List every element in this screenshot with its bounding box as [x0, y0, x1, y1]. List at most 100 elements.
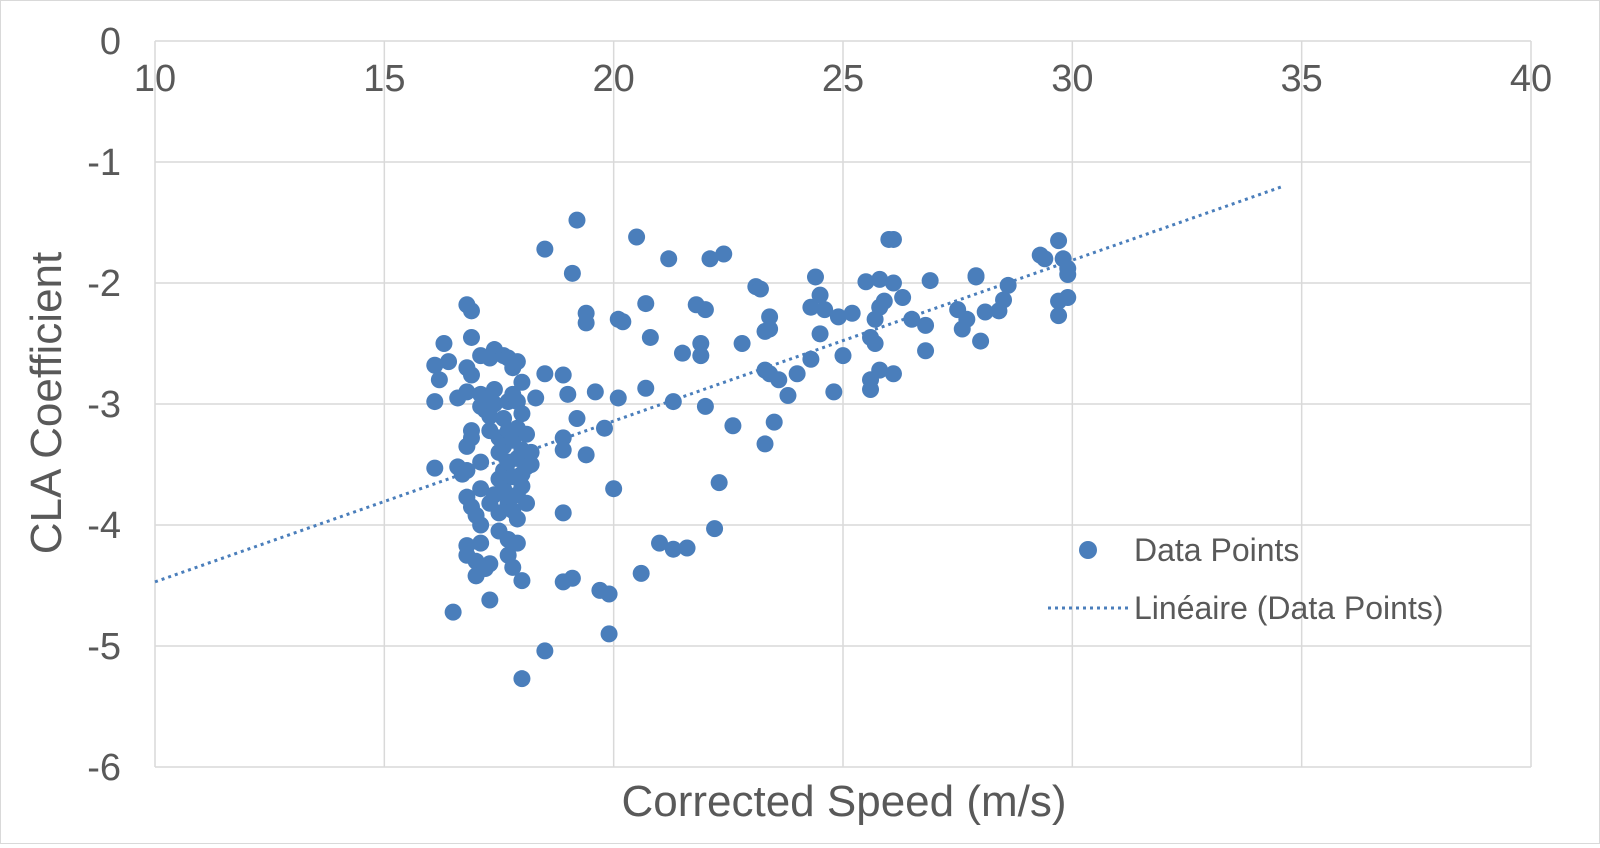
x-tick-label: 15: [363, 58, 405, 100]
data-point: [637, 379, 655, 397]
data-point: [862, 380, 880, 398]
data-point: [513, 405, 531, 423]
data-point: [866, 335, 884, 352]
data-point: [513, 477, 531, 495]
data-point: [1059, 266, 1077, 284]
data-point: [462, 366, 480, 384]
data-point: [522, 443, 540, 461]
data-point: [834, 347, 852, 365]
data-point: [1036, 250, 1054, 268]
data-point: [536, 365, 554, 383]
x-axis-title: Corrected Speed (m/s): [621, 777, 1066, 826]
data-point: [527, 389, 545, 407]
data-point: [513, 670, 531, 688]
x-tick-label: 10: [134, 58, 176, 100]
data-point: [554, 366, 572, 384]
data-point: [871, 270, 889, 288]
data-point: [554, 504, 572, 522]
data-point: [472, 534, 490, 552]
data-point: [430, 371, 448, 389]
data-point: [802, 350, 820, 368]
data-point: [637, 295, 655, 313]
data-point: [692, 335, 710, 352]
x-tick-label: 20: [593, 58, 635, 100]
grid-lines: [154, 40, 1532, 768]
data-point: [600, 585, 618, 603]
data-point: [692, 347, 710, 365]
data-point: [843, 304, 861, 322]
data-point: [586, 383, 604, 401]
data-point: [513, 572, 531, 590]
data-point: [816, 301, 834, 319]
data-point: [481, 591, 499, 609]
data-point: [577, 314, 595, 332]
data-point: [522, 456, 540, 473]
x-tick-label: 25: [822, 58, 864, 100]
data-point: [508, 510, 526, 528]
data-point: [664, 393, 682, 411]
linear-trendline: [154, 184, 1284, 584]
data-point: [577, 446, 595, 464]
data-point: [563, 569, 581, 587]
data-point: [715, 245, 733, 263]
data-point: [733, 335, 751, 352]
data-point: [976, 303, 994, 321]
y-tick-label: -5: [87, 626, 121, 668]
data-point: [595, 419, 613, 437]
data-point: [628, 228, 646, 246]
data-point: [678, 539, 696, 557]
data-point: [641, 328, 659, 346]
legend-marker-data-points: [1079, 541, 1097, 559]
data-point: [458, 383, 476, 401]
data-point: [917, 316, 935, 334]
data-point: [761, 308, 779, 326]
data-point: [632, 564, 650, 582]
data-point: [921, 272, 939, 290]
data-point: [1059, 289, 1077, 307]
data-point: [894, 289, 912, 307]
data-point: [444, 603, 462, 621]
data-point: [472, 453, 490, 471]
data-point: [871, 361, 889, 379]
data-point: [495, 480, 513, 498]
data-point: [825, 383, 843, 401]
data-point: [458, 462, 476, 480]
data-point: [917, 342, 935, 360]
data-point: [884, 274, 902, 292]
data-point: [884, 365, 902, 383]
data-point: [536, 240, 554, 258]
x-tick-label: 40: [1510, 58, 1552, 100]
data-point: [568, 211, 586, 229]
data-point: [609, 389, 627, 407]
data-point: [770, 371, 788, 389]
data-point: [710, 474, 728, 492]
data-point: [673, 344, 691, 362]
data-point: [706, 520, 724, 538]
data-point: [472, 480, 490, 498]
data-point: [518, 425, 536, 443]
data-point: [559, 385, 577, 403]
data-point: [903, 310, 921, 328]
data-point: [999, 276, 1017, 294]
y-tick-label: -6: [87, 747, 121, 789]
data-point: [884, 230, 902, 248]
data-point: [462, 422, 480, 440]
data-point: [788, 365, 806, 383]
y-tick-label: -1: [87, 142, 121, 184]
data-point: [724, 417, 742, 435]
data-point: [426, 459, 444, 477]
data-point: [811, 325, 829, 343]
data-point: [508, 534, 526, 552]
data-point: [518, 494, 536, 512]
data-point: [696, 301, 714, 319]
x-tick-label: 30: [1051, 58, 1093, 100]
legend-label-data-points: Data Points: [1134, 532, 1299, 568]
data-point: [651, 534, 669, 552]
data-point: [440, 353, 458, 371]
data-point: [751, 280, 769, 298]
data-point: [462, 328, 480, 346]
y-tick-label: -4: [87, 505, 121, 547]
data-point: [554, 441, 572, 459]
